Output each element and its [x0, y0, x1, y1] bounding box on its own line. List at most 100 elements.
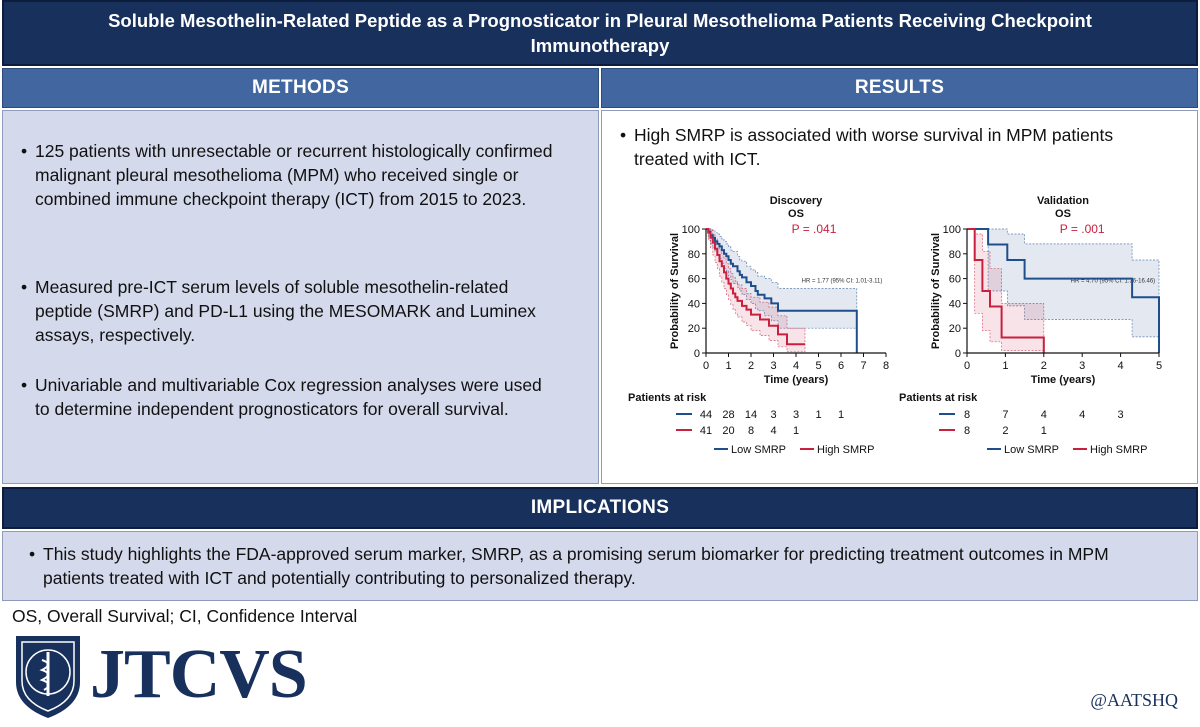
- risk-value: 3: [770, 409, 776, 421]
- results-header-label: RESULTS: [854, 77, 945, 98]
- x-tick-label: 6: [838, 360, 844, 372]
- page-title: Soluble Mesothelin-Related Peptide as a …: [2, 0, 1198, 66]
- implications-header-label: IMPLICATIONS: [530, 497, 670, 518]
- risk-value: 14: [745, 409, 757, 421]
- risk-value: 4: [1041, 409, 1047, 421]
- chart-title: Discovery: [770, 195, 823, 207]
- page-title-text: Soluble Mesothelin-Related Peptide as a …: [108, 10, 1092, 56]
- x-tick-label: 0: [703, 360, 709, 372]
- risk-value: 8: [748, 425, 754, 437]
- bullet-dot: •: [21, 277, 28, 297]
- aats-seal-logo: [16, 636, 80, 718]
- y-tick-label: 100: [943, 224, 961, 236]
- chart-subtitle: OS: [788, 208, 804, 220]
- risk-table-label: Patients at risk: [628, 392, 707, 404]
- implications-header: IMPLICATIONS: [2, 487, 1198, 529]
- risk-value: 1: [1041, 425, 1047, 437]
- ci-band-high-smrp: [967, 228, 1045, 353]
- results-bullet: • High SMRP is associated with worse sur…: [620, 123, 1154, 171]
- y-tick-label: 60: [949, 274, 961, 286]
- risk-value: 8: [964, 425, 970, 437]
- risk-value: 7: [1002, 409, 1008, 421]
- x-axis-label: Time (years): [1031, 374, 1096, 386]
- km-curve-high-smrp: [706, 228, 805, 346]
- risk-value: 4: [770, 425, 776, 437]
- y-axis-label: Probability of Survival: [669, 233, 681, 349]
- bullet-dot: •: [620, 125, 627, 145]
- risk-value: 1: [815, 409, 821, 421]
- x-tick-label: 4: [1118, 360, 1124, 372]
- risk-value: 3: [793, 409, 799, 421]
- risk-value: 44: [700, 409, 712, 421]
- x-tick-label: 7: [860, 360, 866, 372]
- p-value-label: P = .001: [1060, 222, 1105, 236]
- methods-bullet-1-text: 125 patients with unresectable or recurr…: [35, 141, 553, 209]
- results-panel: • High SMRP is associated with worse sur…: [601, 110, 1198, 484]
- footnote: OS, Overall Survival; CI, Confidence Int…: [12, 606, 358, 626]
- x-tick-label: 2: [748, 360, 754, 372]
- y-tick-label: 0: [955, 348, 961, 360]
- implications-bullet: • This study highlights the FDA-approved…: [29, 542, 1163, 590]
- x-axis-label: Time (years): [764, 374, 829, 386]
- bullet-dot: •: [29, 544, 36, 564]
- legend-label-low-smrp: Low SMRP: [1004, 444, 1059, 456]
- x-tick-label: 3: [770, 360, 776, 372]
- risk-value: 3: [1118, 409, 1124, 421]
- y-tick-label: 100: [682, 224, 700, 236]
- km-curve-high-smrp: [967, 228, 1045, 353]
- y-tick-label: 0: [694, 348, 700, 360]
- km-curve-low-smrp: [967, 228, 1160, 353]
- x-tick-label: 3: [1079, 360, 1085, 372]
- bullet-dot: •: [21, 141, 28, 161]
- chart-subtitle: OS: [1055, 208, 1071, 220]
- y-tick-label: 20: [688, 323, 700, 335]
- methods-header-label: METHODS: [251, 77, 350, 98]
- hazard-ratio-label: HR = 1.77 (95% CI: 1.01-3.11): [802, 278, 883, 284]
- risk-value: 41: [700, 425, 712, 437]
- y-tick-label: 40: [949, 298, 961, 310]
- y-axis-label: Probability of Survival: [930, 233, 942, 349]
- risk-value: 1: [793, 425, 799, 437]
- y-tick-label: 80: [949, 249, 961, 261]
- journal-logo: JTCVS: [90, 636, 308, 713]
- x-tick-label: 2: [1041, 360, 1047, 372]
- y-tick-label: 40: [688, 298, 700, 310]
- legend-label-high-smrp: High SMRP: [817, 444, 874, 456]
- x-tick-label: 0: [964, 360, 970, 372]
- x-tick-label: 4: [793, 360, 799, 372]
- y-tick-label: 80: [688, 249, 700, 261]
- p-value-label: P = .041: [792, 222, 837, 236]
- implications-bullet-text: This study highlights the FDA-approved s…: [43, 544, 1109, 588]
- risk-value: 28: [722, 409, 734, 421]
- y-tick-label: 20: [949, 323, 961, 335]
- km-curve-low-smrp: [706, 228, 858, 353]
- bullet-dot: •: [21, 375, 28, 395]
- results-header: RESULTS: [601, 68, 1198, 108]
- legend-label-low-smrp: Low SMRP: [731, 444, 786, 456]
- methods-bullet-3: • Univariable and multivariable Cox regr…: [21, 373, 555, 421]
- risk-value: 20: [722, 425, 734, 437]
- ci-band-high-smrp: [706, 228, 806, 353]
- risk-value: 4: [1079, 409, 1085, 421]
- hazard-ratio-label: HR = 4.70 (95% CI: 1.36-16.46): [1071, 278, 1156, 284]
- x-tick-label: 5: [1156, 360, 1162, 372]
- risk-value: 1: [838, 409, 844, 421]
- x-tick-label: 1: [725, 360, 731, 372]
- methods-bullet-1: • 125 patients with unresectable or recu…: [21, 139, 575, 211]
- results-bullet-text: High SMRP is associated with worse survi…: [634, 125, 1114, 169]
- chart-title: Validation: [1037, 195, 1089, 207]
- x-tick-label: 8: [883, 360, 889, 372]
- risk-value: 2: [1002, 425, 1008, 437]
- x-tick-label: 5: [815, 360, 821, 372]
- methods-bullet-2-text: Measured pre-ICT serum levels of soluble…: [35, 277, 536, 345]
- methods-panel: • 125 patients with unresectable or recu…: [2, 110, 599, 484]
- implications-panel: • This study highlights the FDA-approved…: [2, 531, 1198, 601]
- x-tick-label: 1: [1002, 360, 1008, 372]
- y-tick-label: 60: [688, 274, 700, 286]
- methods-bullet-3-text: Univariable and multivariable Cox regres…: [35, 375, 542, 419]
- risk-table-label: Patients at risk: [899, 392, 978, 404]
- methods-bullet-2: • Measured pre-ICT serum levels of solub…: [21, 275, 555, 347]
- twitter-handle: @AATSHQ: [1090, 690, 1178, 710]
